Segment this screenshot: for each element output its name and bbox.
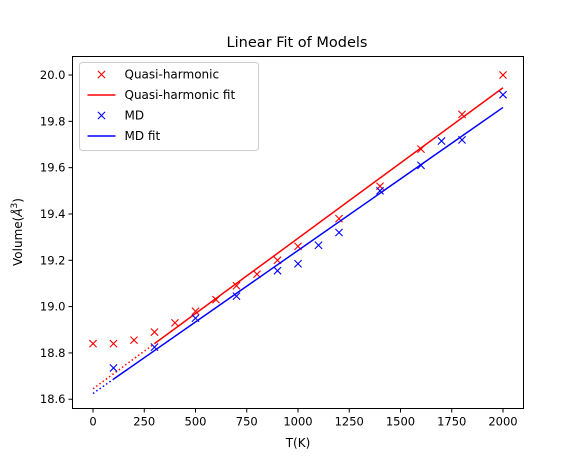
data-point bbox=[150, 328, 159, 337]
marker-stroke bbox=[499, 90, 507, 99]
series-1 bbox=[92, 87, 504, 390]
x-tick-label: 0 bbox=[89, 415, 96, 429]
data-point bbox=[376, 186, 384, 195]
legend-marker-swatch bbox=[97, 111, 106, 120]
y-tick-label: 19.4 bbox=[40, 207, 66, 221]
data-point bbox=[130, 336, 138, 345]
series-3 bbox=[92, 106, 504, 395]
data-point bbox=[314, 241, 323, 250]
marker-stroke bbox=[109, 363, 118, 372]
y-axis-label-symbol: Å bbox=[10, 208, 25, 217]
data-point bbox=[335, 228, 343, 237]
y-tick-label: 20.0 bbox=[40, 68, 66, 82]
y-tick-label: 18.6 bbox=[40, 392, 66, 406]
legend-entry-0: Quasi-harmonic bbox=[97, 68, 220, 82]
marker-stroke bbox=[150, 343, 159, 352]
plot-area bbox=[89, 71, 507, 395]
chart-title: Linear Fit of Models bbox=[227, 35, 368, 51]
marker-stroke bbox=[294, 242, 302, 251]
marker-stroke bbox=[294, 259, 302, 268]
legend-entry-2: MD bbox=[97, 109, 145, 123]
data-point bbox=[499, 90, 507, 99]
y-axis-label-close: ) bbox=[11, 198, 25, 203]
data-point bbox=[232, 292, 241, 301]
marker-stroke bbox=[437, 137, 446, 146]
legend-label: Quasi-harmonic bbox=[125, 68, 220, 82]
x-tick-label: 750 bbox=[236, 415, 258, 429]
marker-stroke bbox=[232, 292, 241, 301]
x-tick-label: 1500 bbox=[386, 415, 415, 429]
legend-box bbox=[79, 62, 259, 151]
marker-stroke bbox=[171, 318, 179, 327]
marker-stroke bbox=[191, 307, 200, 316]
x-tick-label: 500 bbox=[185, 415, 207, 429]
legend-label: MD fit bbox=[125, 129, 161, 143]
legend-marker-swatch bbox=[97, 70, 106, 79]
data-point bbox=[437, 137, 446, 146]
marker-stroke bbox=[273, 266, 282, 275]
y-axis-label-base: Volume( bbox=[11, 217, 25, 266]
marker-stroke bbox=[109, 339, 118, 348]
legend: Quasi-harmonic Quasi-harmonic fit MD MD fit bbox=[79, 62, 259, 151]
fit-line-dotted bbox=[92, 378, 114, 395]
fit-line bbox=[113, 106, 504, 380]
y-axis-label-exponent: 3 bbox=[10, 203, 20, 209]
marker-stroke bbox=[273, 256, 282, 265]
marker-stroke bbox=[97, 111, 106, 120]
marker-stroke bbox=[458, 135, 466, 144]
y-tick-label: 19.2 bbox=[40, 253, 66, 267]
data-point bbox=[171, 318, 179, 327]
y-axis-label: Volume(Å3) bbox=[10, 198, 25, 266]
legend-entry-1: Quasi-harmonic fit bbox=[87, 88, 236, 102]
legend-entry-3: MD fit bbox=[87, 129, 161, 143]
data-point bbox=[109, 339, 118, 348]
x-tick-label: 1000 bbox=[283, 415, 312, 429]
marker-stroke bbox=[191, 314, 200, 323]
marker-stroke bbox=[499, 71, 507, 80]
marker-stroke bbox=[314, 241, 323, 250]
marker-stroke bbox=[335, 228, 343, 237]
series-2 bbox=[109, 90, 507, 372]
x-tick-label: 1750 bbox=[437, 415, 466, 429]
y-axis: 18.6 18.8 19.0 19.2 19.4 19.6 19.8 20.0 bbox=[40, 68, 73, 406]
y-tick-label: 19.8 bbox=[40, 114, 66, 128]
marker-stroke bbox=[130, 336, 138, 345]
marker-stroke bbox=[376, 186, 384, 195]
marker-stroke bbox=[150, 328, 159, 337]
x-axis-label: T(K) bbox=[285, 436, 311, 450]
data-point bbox=[499, 71, 507, 80]
marker-stroke bbox=[89, 339, 97, 348]
legend-label: Quasi-harmonic fit bbox=[125, 88, 236, 102]
data-point bbox=[273, 266, 282, 275]
data-point bbox=[232, 281, 241, 290]
data-point bbox=[109, 363, 118, 372]
x-tick-label: 250 bbox=[133, 415, 155, 429]
fit-line bbox=[154, 87, 504, 345]
fit-line-dotted bbox=[92, 343, 155, 390]
y-tick-label: 19.0 bbox=[40, 300, 66, 314]
data-point bbox=[89, 339, 97, 348]
marker-stroke bbox=[97, 70, 106, 79]
legend-label: MD bbox=[125, 109, 145, 123]
x-axis: 0 250 500 750 1000 1250 1500 1750 2000 bbox=[89, 408, 518, 429]
x-tick-label: 2000 bbox=[488, 415, 517, 429]
data-point bbox=[191, 307, 200, 316]
marker-stroke bbox=[458, 110, 466, 119]
data-point bbox=[294, 259, 302, 268]
marker-stroke bbox=[253, 270, 261, 279]
marker-stroke bbox=[232, 281, 241, 290]
x-tick-label: 1250 bbox=[335, 415, 364, 429]
marker-stroke bbox=[335, 214, 343, 223]
y-tick-label: 19.6 bbox=[40, 161, 66, 175]
y-tick-label: 18.8 bbox=[40, 346, 66, 360]
